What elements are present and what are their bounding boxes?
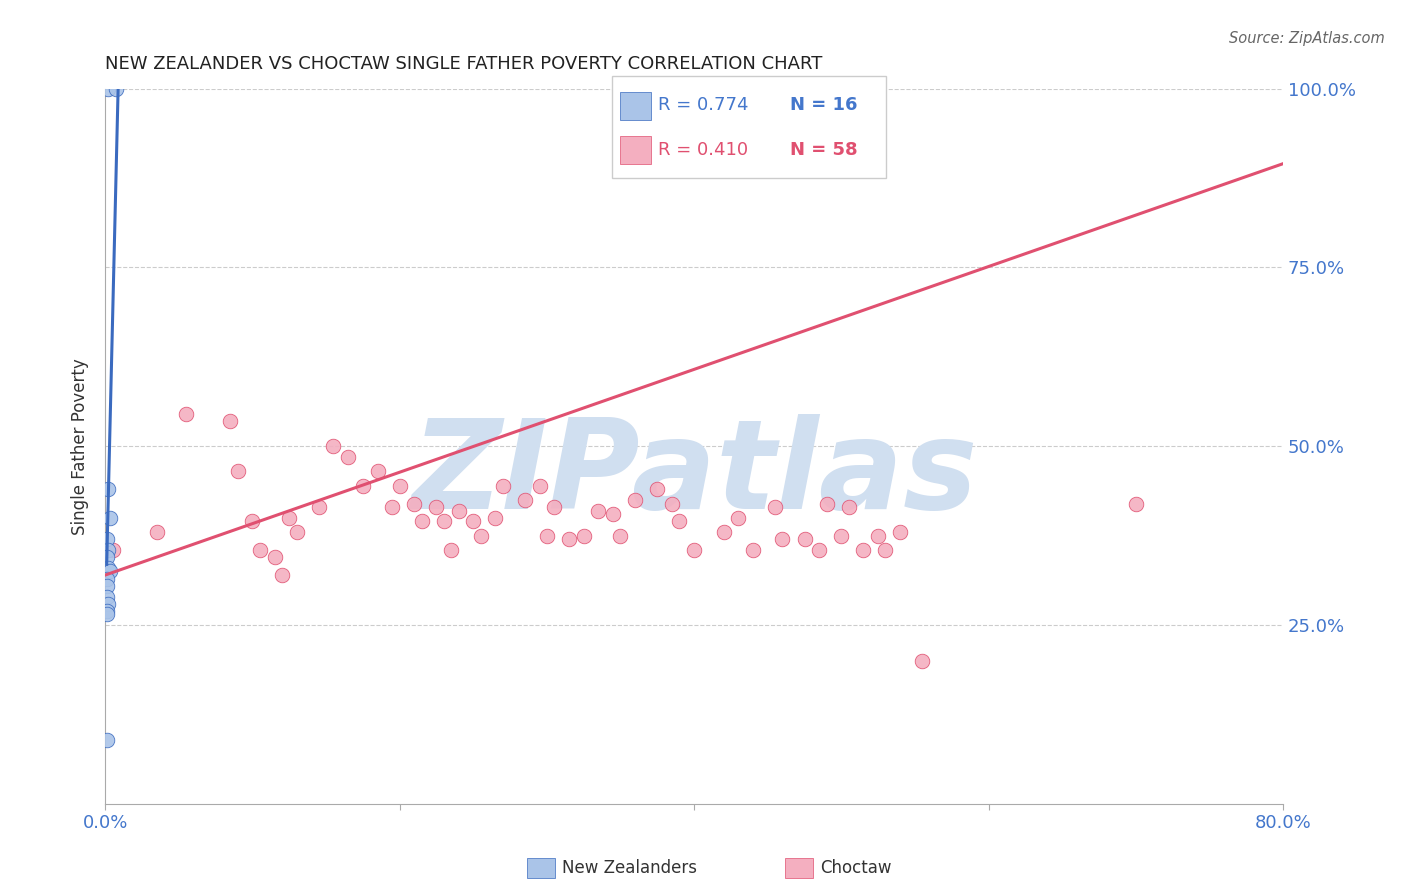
Point — [322, 439, 344, 453]
Text: Source: ZipAtlas.com: Source: ZipAtlas.com — [1229, 31, 1385, 46]
Point — [96, 604, 118, 618]
Point — [602, 508, 624, 522]
Point — [661, 496, 683, 510]
Point — [513, 492, 536, 507]
Point — [645, 482, 668, 496]
Point — [763, 500, 786, 514]
Text: NEW ZEALANDER VS CHOCTAW SINGLE FATHER POVERTY CORRELATION CHART: NEW ZEALANDER VS CHOCTAW SINGLE FATHER P… — [105, 55, 823, 73]
Text: N = 58: N = 58 — [790, 141, 858, 159]
Point — [668, 515, 690, 529]
Point — [367, 464, 389, 478]
Point — [98, 511, 121, 525]
Point — [96, 732, 118, 747]
Point — [624, 492, 647, 507]
Point — [96, 533, 118, 547]
Point — [96, 572, 118, 586]
Point — [911, 654, 934, 668]
Text: New Zealanders: New Zealanders — [562, 859, 697, 877]
Point — [558, 533, 581, 547]
Point — [830, 529, 852, 543]
Point — [388, 478, 411, 492]
Point — [572, 529, 595, 543]
Point — [492, 478, 515, 492]
Point — [470, 529, 492, 543]
Point — [727, 511, 749, 525]
Point — [145, 525, 167, 540]
Point — [543, 500, 565, 514]
Point — [278, 511, 301, 525]
Point — [263, 550, 285, 565]
Point — [447, 503, 470, 517]
Point — [97, 482, 120, 496]
Point — [219, 414, 242, 428]
Point — [352, 478, 374, 492]
Point — [1125, 496, 1147, 510]
Point — [96, 590, 118, 604]
Text: R = 0.774: R = 0.774 — [658, 96, 748, 114]
Point — [536, 529, 558, 543]
Point — [815, 496, 838, 510]
Point — [270, 568, 292, 582]
Text: Choctaw: Choctaw — [820, 859, 891, 877]
Point — [742, 543, 765, 558]
Point — [249, 543, 271, 558]
Point — [875, 543, 897, 558]
Point — [96, 550, 118, 565]
Point — [808, 543, 831, 558]
Point — [101, 543, 124, 558]
Point — [868, 529, 890, 543]
Text: N = 16: N = 16 — [790, 96, 858, 114]
Point — [242, 515, 264, 529]
Point — [713, 525, 735, 540]
Point — [433, 515, 456, 529]
Point — [308, 500, 330, 514]
Point — [683, 543, 706, 558]
Point — [838, 500, 860, 514]
Text: ZIPatlas: ZIPatlas — [411, 415, 977, 535]
Point — [404, 496, 426, 510]
Point — [285, 525, 308, 540]
Point — [484, 511, 506, 525]
Point — [97, 597, 120, 611]
Point — [770, 533, 793, 547]
Y-axis label: Single Father Poverty: Single Father Poverty — [72, 358, 89, 534]
Point — [381, 500, 404, 514]
Point — [425, 500, 447, 514]
Point — [889, 525, 911, 540]
Point — [440, 543, 463, 558]
Point — [97, 561, 120, 575]
Point — [852, 543, 875, 558]
Point — [609, 529, 631, 543]
Point — [337, 450, 360, 464]
Point — [174, 407, 197, 421]
Text: R = 0.410: R = 0.410 — [658, 141, 748, 159]
Point — [104, 81, 127, 95]
Point — [96, 607, 118, 622]
Point — [226, 464, 249, 478]
Point — [411, 515, 433, 529]
Point — [97, 543, 120, 558]
Point — [463, 515, 485, 529]
Point — [97, 81, 120, 95]
Point — [529, 478, 551, 492]
Point — [98, 565, 121, 579]
Point — [96, 579, 118, 593]
Point — [793, 533, 815, 547]
Point — [588, 503, 610, 517]
